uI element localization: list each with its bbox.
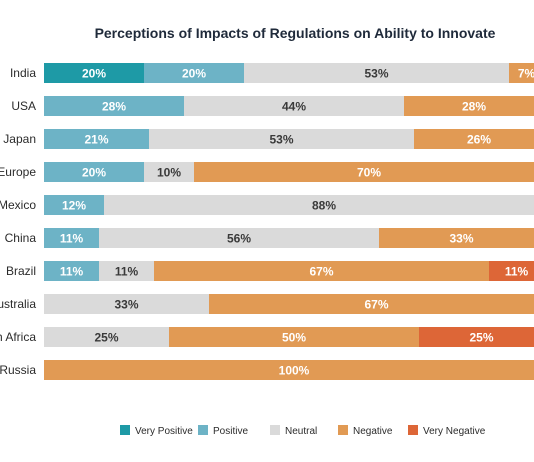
chart-title: Perceptions of Impacts of Regulations on…	[95, 25, 496, 41]
value-label-brazil-very-negative: 11%	[505, 265, 529, 279]
legend-swatch-neutral	[270, 425, 280, 435]
bar-australia-neutral	[44, 294, 209, 314]
bar-brazil-very-negative	[489, 261, 534, 281]
value-label-south-africa-very-negative: 25%	[469, 331, 493, 345]
bar-china-neutral	[99, 228, 379, 248]
value-label-europe-positive: 20%	[82, 166, 106, 180]
value-label-russia-negative: 100%	[279, 364, 310, 378]
legend-label-positive: Positive	[213, 426, 248, 437]
value-label-brazil-positive: 11%	[60, 265, 84, 279]
value-label-usa-negative: 28%	[462, 100, 486, 114]
bar-mexico-neutral	[104, 195, 534, 215]
value-label-china-neutral: 56%	[227, 232, 251, 246]
value-label-india-negative: 7%	[518, 67, 534, 81]
value-label-brazil-neutral: 11%	[115, 265, 139, 279]
value-label-australia-neutral: 33%	[114, 298, 138, 312]
value-label-india-positive: 20%	[182, 67, 206, 81]
value-label-south-africa-neutral: 25%	[94, 331, 118, 345]
bars-group	[44, 63, 534, 380]
category-labels-group: India USA Japan Europe Mexico China Brazil Aust…	[0, 66, 36, 377]
category-label-india: India	[10, 66, 36, 80]
legend-swatch-very-positive	[120, 425, 130, 435]
bar-usa-neutral	[184, 96, 404, 116]
legend-swatch-negative	[338, 425, 348, 435]
value-label-usa-positive: 28%	[102, 100, 126, 114]
bar-india-negative	[509, 63, 534, 83]
bar-china-positive	[44, 228, 99, 248]
category-label-south-africa: South Africa	[0, 330, 36, 344]
bar-mexico-positive	[44, 195, 104, 215]
bar-usa-negative	[404, 96, 534, 116]
bar-europe-positive	[44, 162, 144, 182]
bar-south-africa-neutral	[44, 327, 169, 347]
bar-india-very-positive	[44, 63, 144, 83]
value-labels-group: 20% 20% 53% 7% 28% 44% 28% 21% 53% 26% 20% 10% 70% 12…	[60, 67, 534, 378]
bar-south-africa-negative	[169, 327, 419, 347]
value-label-japan-positive: 21%	[84, 133, 108, 147]
bar-brazil-positive	[44, 261, 99, 281]
bar-japan-positive	[44, 129, 149, 149]
category-label-russia: Russia	[0, 363, 36, 377]
category-label-mexico: Mexico	[0, 198, 36, 212]
legend-label-very-negative: Very Negative	[423, 426, 486, 437]
legend-label-neutral: Neutral	[285, 426, 317, 437]
bar-japan-neutral	[149, 129, 414, 149]
value-label-china-positive: 11%	[60, 232, 84, 246]
category-label-brazil: Brazil	[6, 264, 36, 278]
bar-india-neutral	[244, 63, 509, 83]
legend-label-negative: Negative	[353, 426, 393, 437]
bar-china-negative	[379, 228, 534, 248]
legend-label-very-positive: Very Positive	[135, 426, 193, 437]
legend: Very Positive Positive Neutral Negative Very…	[120, 425, 486, 437]
bar-australia-negative	[209, 294, 534, 314]
category-label-australia: Australia	[0, 297, 36, 311]
category-label-usa: USA	[11, 99, 36, 113]
bar-europe-neutral	[144, 162, 194, 182]
value-label-europe-negative: 70%	[357, 166, 381, 180]
value-label-south-africa-negative: 50%	[282, 331, 306, 345]
value-label-europe-neutral: 10%	[157, 166, 181, 180]
legend-swatch-positive	[198, 425, 208, 435]
bar-brazil-negative	[154, 261, 489, 281]
value-label-india-very-positive: 20%	[82, 67, 106, 81]
category-label-europe: Europe	[0, 165, 36, 179]
value-label-china-negative: 33%	[449, 232, 473, 246]
bar-india-positive	[144, 63, 244, 83]
value-label-usa-neutral: 44%	[282, 100, 306, 114]
value-label-mexico-positive: 12%	[62, 199, 86, 213]
value-label-mexico-neutral: 88%	[312, 199, 336, 213]
value-label-india-neutral: 53%	[364, 67, 388, 81]
bar-europe-negative	[194, 162, 534, 182]
value-label-japan-neutral: 53%	[269, 133, 293, 147]
bar-south-africa-very-negative	[419, 327, 534, 347]
value-label-brazil-negative: 67%	[309, 265, 333, 279]
bar-brazil-neutral	[99, 261, 154, 281]
category-label-japan: Japan	[3, 132, 36, 146]
bar-japan-negative	[414, 129, 534, 149]
value-label-australia-negative: 67%	[364, 298, 388, 312]
bar-usa-positive	[44, 96, 184, 116]
bar-russia-negative	[44, 360, 534, 380]
category-label-china: China	[5, 231, 37, 245]
legend-swatch-very-negative	[408, 425, 418, 435]
value-label-japan-negative: 26%	[467, 133, 491, 147]
